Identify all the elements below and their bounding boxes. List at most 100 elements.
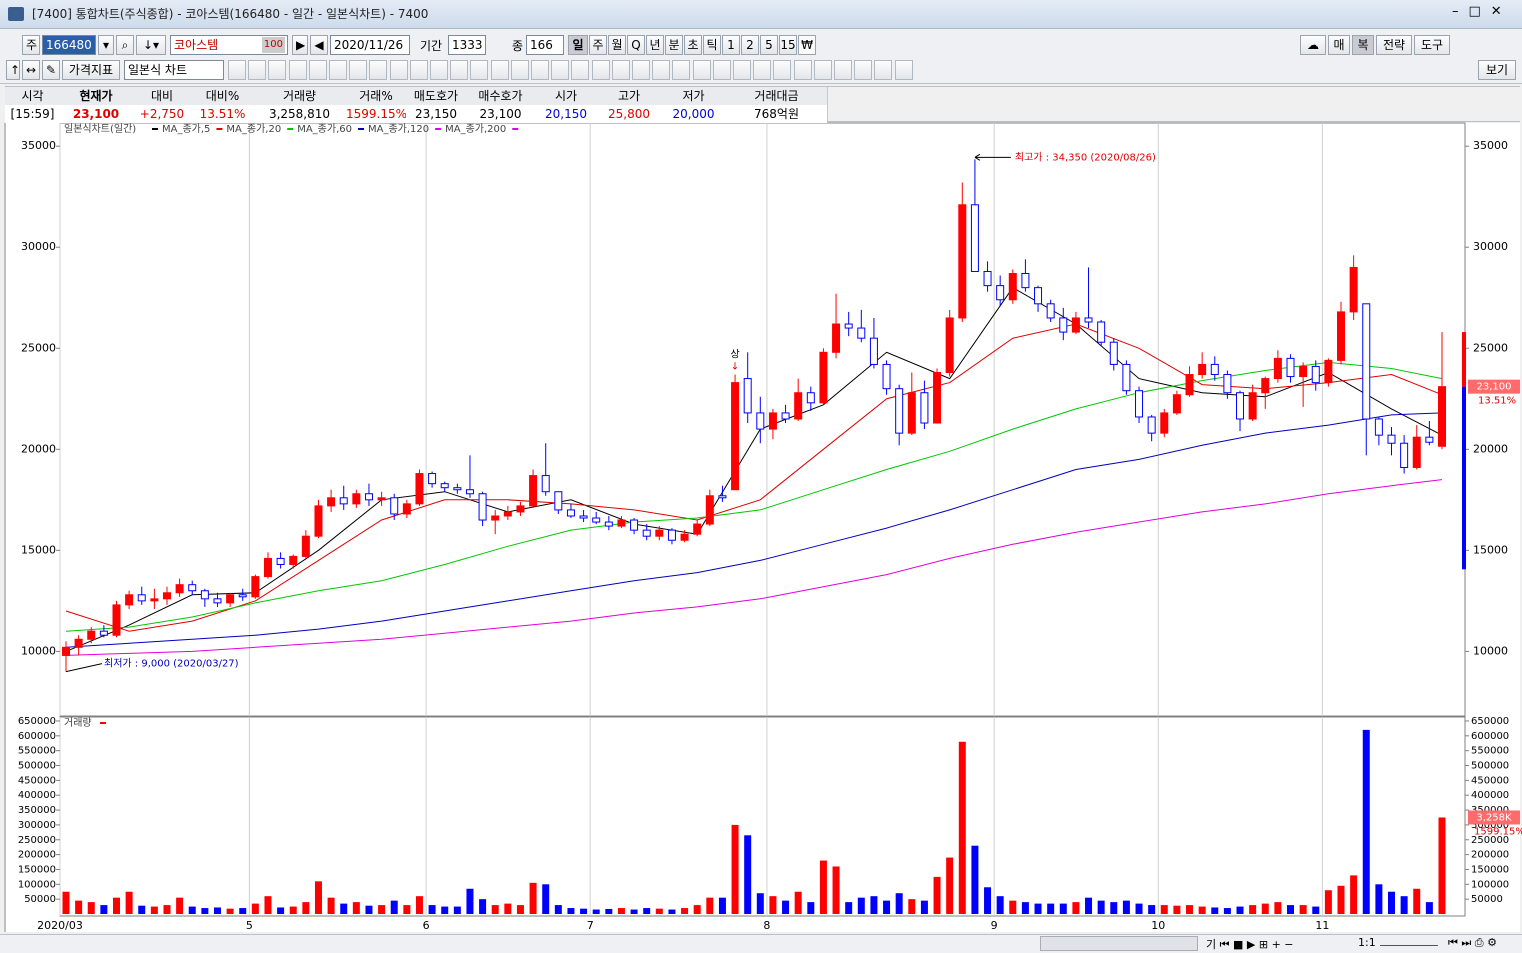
period-button[interactable]: 15 (779, 35, 797, 55)
tool-icon[interactable] (672, 60, 691, 80)
tool-button[interactable]: ↑ (6, 60, 20, 80)
tool-icon[interactable] (430, 60, 448, 80)
y-tick-label: 350000 (18, 805, 56, 816)
view-button[interactable]: 보기 (1478, 60, 1516, 80)
tool-icon[interactable] (531, 60, 549, 80)
chart-style-select[interactable]: 일본식 차트 (124, 60, 224, 80)
tool-button[interactable]: ✎ (42, 60, 60, 80)
window-controls[interactable]: –□✕ (1452, 4, 1512, 19)
tool-icon[interactable] (248, 60, 267, 80)
search-button[interactable]: ⌕ (116, 35, 134, 55)
tool-icon[interactable] (571, 60, 590, 80)
tool-icon[interactable] (389, 60, 408, 80)
period-input[interactable]: 1333 (448, 35, 486, 55)
date-input[interactable]: 2020/11/26 (330, 35, 410, 55)
period-button[interactable]: 년 (646, 35, 664, 55)
volume-bar (933, 876, 941, 914)
zoom-slider[interactable] (1380, 940, 1438, 946)
period-button[interactable]: 일 (568, 35, 588, 55)
right-button[interactable]: 전략 (1376, 35, 1412, 55)
volume-bar (1160, 905, 1168, 914)
tool-icon[interactable] (409, 60, 428, 80)
candle-body (869, 337, 878, 365)
tool-icon[interactable] (813, 60, 832, 80)
scrollbar[interactable] (1040, 936, 1198, 951)
tool-icon[interactable] (712, 60, 731, 80)
period-button[interactable]: 분 (665, 35, 683, 55)
tool-icon[interactable] (894, 60, 913, 80)
volume-bar (1059, 903, 1067, 914)
cloud-button[interactable]: ☁ (1300, 35, 1326, 55)
tool-icon[interactable] (510, 60, 529, 80)
tool-icon[interactable] (228, 60, 246, 80)
tool-icon[interactable] (793, 60, 812, 80)
y-tick-label: 200000 (18, 850, 56, 861)
current-price: 23,100 (1477, 382, 1512, 393)
tool-icon[interactable] (611, 60, 630, 80)
market-button[interactable]: 주 (22, 35, 40, 55)
tool-icon[interactable] (733, 60, 751, 80)
right-button[interactable]: 복 (1352, 35, 1374, 55)
name-input[interactable]: 코아스템 100 (170, 35, 288, 55)
legend-swatch (435, 128, 442, 130)
prev-button[interactable]: ◀ (310, 35, 328, 55)
tool-icon[interactable] (490, 60, 509, 80)
tool-icon[interactable] (854, 60, 873, 80)
period-button[interactable]: 5 (760, 35, 778, 55)
tool-icon[interactable] (834, 60, 852, 80)
candle-body (1198, 363, 1207, 376)
tool-icon[interactable] (288, 60, 307, 80)
tool-icon[interactable] (329, 60, 347, 80)
tool-icon[interactable] (591, 60, 610, 80)
tool-icon[interactable] (874, 60, 893, 80)
count-input[interactable]: 166 (526, 35, 564, 55)
volume-box (1468, 810, 1520, 825)
volume-bar (971, 845, 979, 914)
tool-icon[interactable] (632, 60, 650, 80)
candle-body (390, 497, 399, 515)
period-button[interactable]: 2 (741, 35, 759, 55)
period-button[interactable]: Q (627, 35, 645, 55)
volume-bar (946, 857, 954, 914)
right-button[interactable]: 도구 (1414, 35, 1450, 55)
period-button[interactable]: 주 (589, 35, 607, 55)
stock-name: 코아스템 (174, 38, 219, 52)
table-header: 대비 (132, 87, 193, 106)
won-button[interactable]: ₩ (798, 35, 816, 55)
candle-body (1324, 359, 1333, 384)
tool-icon[interactable] (268, 60, 287, 80)
tool-icon[interactable] (773, 60, 792, 80)
volume-legend: 거래량 (64, 717, 92, 729)
period-button[interactable]: 월 (608, 35, 626, 55)
volume-bar (1009, 900, 1017, 914)
nav-controls[interactable]: ⏮ ⏭ ⎙ ⚙ (1448, 936, 1497, 949)
tool-icon[interactable] (652, 60, 671, 80)
tool-icon[interactable] (308, 60, 327, 80)
playback-controls[interactable]: 기 ⏮ ■ ▶ ⊞ + − (1206, 938, 1294, 951)
tool-icon[interactable] (349, 60, 368, 80)
tool-icon[interactable] (470, 60, 489, 80)
tool-icon[interactable] (551, 60, 570, 80)
right-button[interactable]: 매 (1328, 35, 1350, 55)
volume-bar (1337, 885, 1345, 914)
table-header: 거래% (346, 87, 407, 106)
volume-bar (314, 881, 322, 914)
tool-icon[interactable] (369, 60, 388, 80)
period-button[interactable]: 틱 (703, 35, 721, 55)
tool-icon[interactable] (753, 60, 772, 80)
period-button[interactable]: 1 (722, 35, 740, 55)
period-button[interactable]: 초 (684, 35, 702, 55)
indicator-button[interactable]: 가격지표 (62, 60, 120, 80)
candle-body (642, 529, 651, 537)
code-input[interactable]: 166480 (42, 35, 96, 55)
dropdown[interactable]: ▾ (98, 35, 114, 55)
volume-bar (100, 905, 108, 914)
sort-button[interactable]: ↓▾ (136, 35, 166, 55)
table-header: 시각 (5, 87, 61, 106)
candle-body (541, 475, 550, 493)
volume-bar (617, 908, 625, 914)
tool-icon[interactable] (450, 60, 469, 80)
tool-button[interactable]: ↔ (22, 60, 40, 80)
next-button[interactable]: ▶ (292, 35, 308, 55)
tool-icon[interactable] (692, 60, 711, 80)
